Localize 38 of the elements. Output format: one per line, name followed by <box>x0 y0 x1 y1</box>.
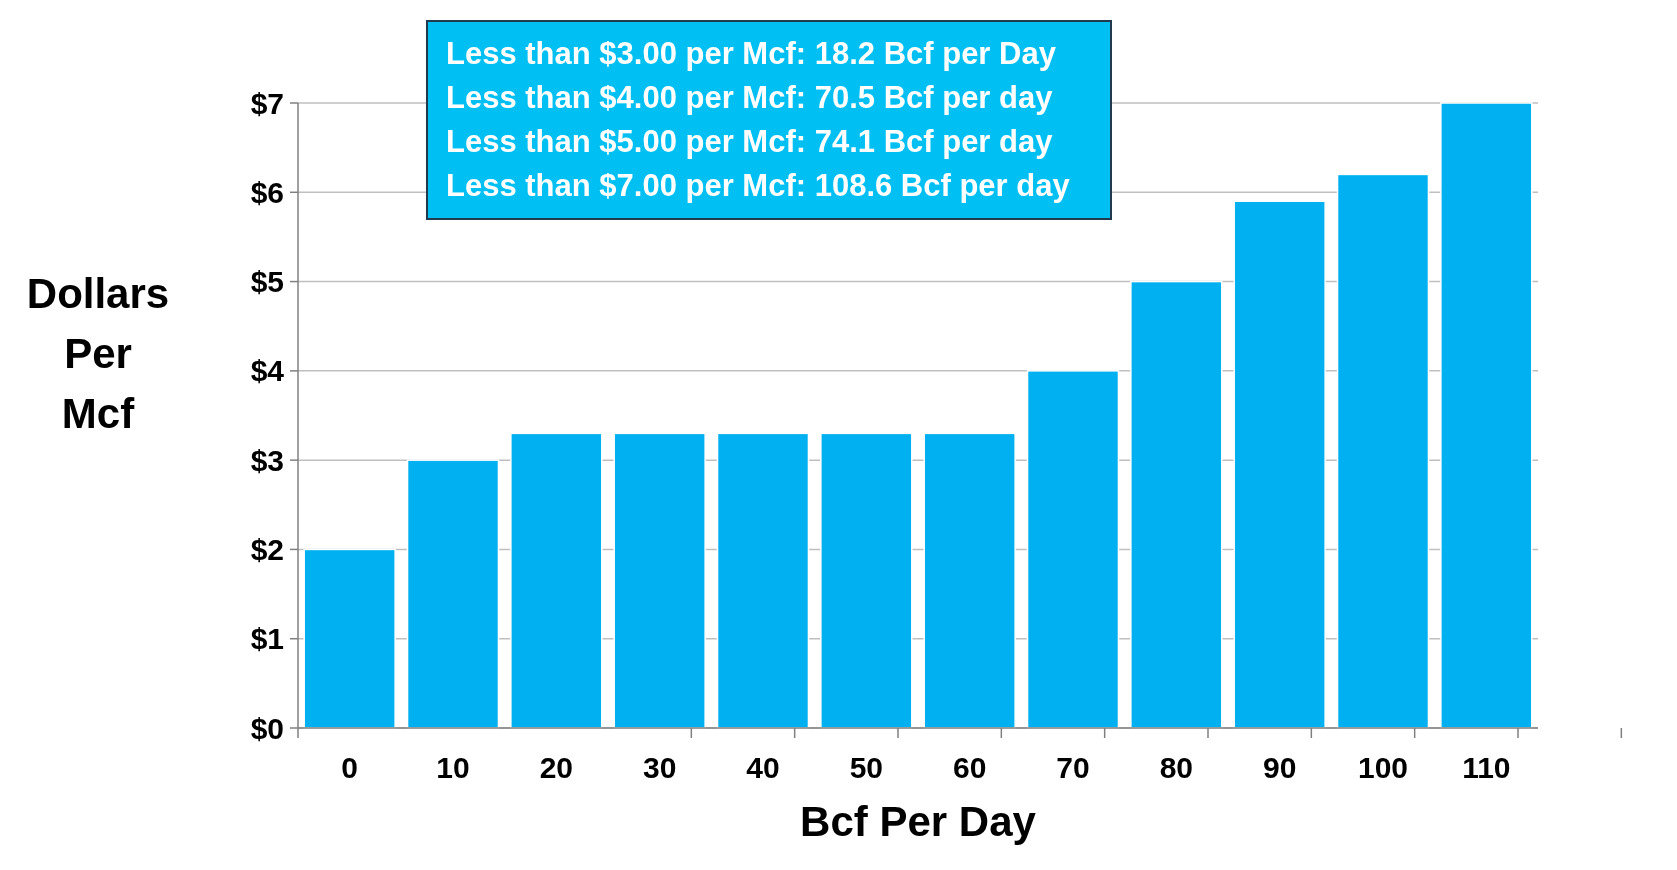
bar <box>1336 173 1430 729</box>
y-tick-label: $3 <box>250 443 284 477</box>
x-tick-label: 50 <box>849 751 884 784</box>
x-tick-label: 60 <box>952 751 987 784</box>
x-tick-label: 80 <box>1159 751 1194 784</box>
annotation: Less than $7.00 per Mcf: 108.6 Bcf per day <box>446 167 1071 205</box>
bar <box>1233 200 1326 729</box>
bar <box>1026 370 1120 729</box>
bar <box>406 459 500 729</box>
annotation: Less than $4.00 per Mcf: 70.5 Bcf per day <box>446 79 1054 117</box>
y-tick-label: $7 <box>250 86 284 120</box>
x-tick-label: 100 <box>1357 751 1409 784</box>
x-tick-label: 70 <box>1056 751 1090 784</box>
y-tick-label: $5 <box>250 265 284 299</box>
note-box: Less than $3.00 per Mcf: 18.2 Bcf per Day Less than $4.00 per Mcf: 70.5 Bcf per day Less than $5.00 per Mcf: 74.1 Bcf per day Less than $7.00 per Mcf: 108.6 Bcf per day <box>426 20 1112 220</box>
x-tick-label: 40 <box>746 751 780 784</box>
bar <box>613 432 706 729</box>
bar <box>510 432 603 729</box>
x-tick-label: 0 <box>341 751 359 784</box>
x-tick-label: 90 <box>1262 751 1297 784</box>
y-tick-label: $2 <box>250 532 284 566</box>
annotation: Less than $5.00 per Mcf: 74.1 Bcf per day <box>446 123 1054 161</box>
bar <box>1440 102 1533 729</box>
x-tick-label: 10 <box>436 751 470 784</box>
y-tick-label: $0 <box>250 711 284 745</box>
bar <box>923 432 1016 729</box>
x-tick-label: 20 <box>539 751 574 784</box>
x-axis-title: Bcf Per Day <box>800 798 1037 845</box>
y-tick-label: $1 <box>250 622 284 656</box>
y-tick-label: $4 <box>250 354 285 388</box>
bar <box>716 432 810 729</box>
y-axis-title: Dollars Per Mcf <box>26 270 170 437</box>
x-tick-label: 110 <box>1462 751 1511 784</box>
y-tick-label: $6 <box>250 175 284 209</box>
bar <box>820 432 913 729</box>
bar <box>1130 280 1223 729</box>
bar <box>303 548 396 729</box>
x-tick-label: 30 <box>642 751 677 784</box>
